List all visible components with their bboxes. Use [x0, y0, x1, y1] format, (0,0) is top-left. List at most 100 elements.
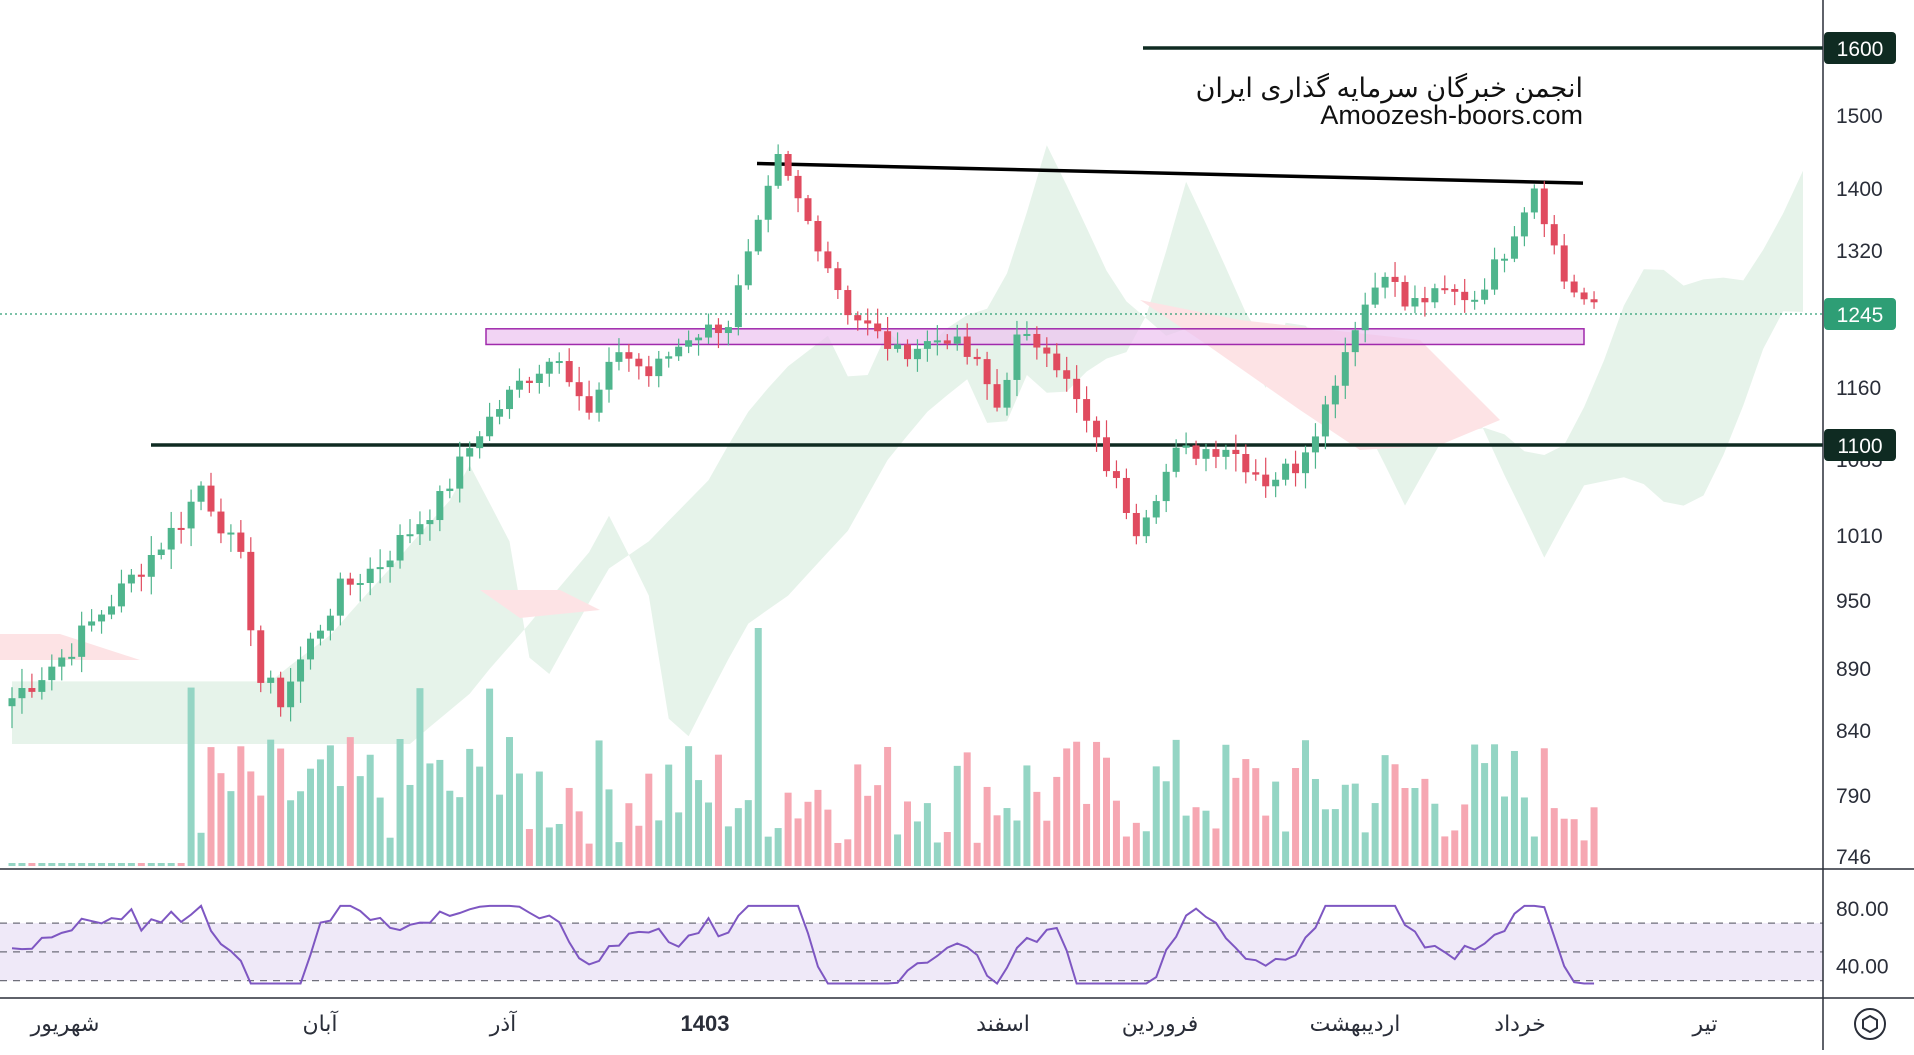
- volume-bar: [585, 843, 593, 866]
- candle: [127, 569, 135, 593]
- candle: [834, 261, 842, 299]
- volume-bar: [1471, 744, 1479, 866]
- volume-bar: [1063, 748, 1071, 866]
- volume-bar: [316, 759, 324, 866]
- candle: [625, 344, 633, 372]
- volume-bar: [1421, 778, 1429, 866]
- candle: [1351, 321, 1359, 367]
- volume-bar: [217, 773, 225, 866]
- price-tick-label: 1400: [1836, 178, 1883, 201]
- candle: [1540, 181, 1548, 238]
- candle: [615, 338, 623, 371]
- candle: [585, 380, 593, 420]
- candle: [1063, 356, 1071, 392]
- volume-bar: [1570, 819, 1578, 866]
- volume-bar: [744, 800, 752, 866]
- volume-bar: [456, 797, 464, 866]
- candle: [1222, 444, 1230, 470]
- rsi-pane: 80.00 40.00: [0, 898, 1889, 985]
- candle: [247, 537, 255, 647]
- volume-bar: [197, 832, 205, 866]
- price-level-tag: [1824, 429, 1896, 461]
- price-level-tag: [1824, 32, 1896, 64]
- volume-bar: [366, 754, 374, 866]
- volume-bar: [1242, 759, 1250, 866]
- volume-bar: [187, 687, 195, 866]
- volume-bar: [814, 789, 822, 866]
- volume-bar: [973, 842, 981, 866]
- candle: [665, 351, 673, 368]
- candle: [1371, 272, 1379, 309]
- volume-bar: [1003, 808, 1011, 866]
- volume-bar: [137, 863, 145, 866]
- volume-bar: [1331, 809, 1339, 866]
- candle: [545, 358, 553, 387]
- candle: [1093, 416, 1101, 452]
- volume-bar: [1252, 768, 1260, 866]
- volume-bar: [1142, 831, 1150, 866]
- candle: [88, 609, 96, 632]
- candle: [535, 364, 543, 394]
- price-tick-label: 840: [1836, 720, 1871, 743]
- volume-bar: [147, 863, 155, 866]
- candle: [943, 334, 951, 350]
- time-tick-label: آذر: [489, 1010, 517, 1036]
- rsi-tick-label: 80.00: [1836, 898, 1889, 921]
- volume-bar: [1580, 840, 1588, 866]
- price-tick-label: 1500: [1836, 105, 1883, 128]
- trendline: [756, 161, 1584, 185]
- candle: [913, 339, 921, 372]
- volume-bar: [18, 863, 26, 866]
- volume-bar: [1451, 830, 1459, 866]
- volume-bar: [714, 754, 722, 866]
- candle: [1272, 472, 1280, 498]
- price-lines: [0, 46, 1823, 447]
- candle: [814, 215, 822, 262]
- candle: [1491, 247, 1499, 295]
- volume-bar: [864, 795, 872, 866]
- candle: [983, 351, 991, 400]
- candle: [1341, 337, 1349, 399]
- price-tick-label: 890: [1836, 658, 1871, 681]
- candle: [824, 241, 832, 274]
- volume-bar: [854, 764, 862, 866]
- time-tick-label: آبان: [302, 1010, 338, 1036]
- candle: [1292, 450, 1300, 487]
- candle: [78, 611, 86, 673]
- time-axis[interactable]: شهریور آبان آذر 1403 اسفند فروردین اردیبهشت خرد…: [30, 1010, 1718, 1036]
- candle: [1481, 278, 1489, 305]
- price-tick-label: 950: [1836, 590, 1871, 613]
- volume-bar: [953, 765, 961, 866]
- candle: [705, 313, 712, 345]
- candle: [456, 441, 464, 503]
- candle: [1530, 184, 1538, 219]
- volume-bar: [1481, 763, 1489, 866]
- candle: [466, 441, 474, 471]
- time-tick-label: اردیبهشت: [1310, 1011, 1401, 1036]
- cloud-area-bearish: [480, 590, 600, 618]
- candle: [307, 632, 314, 670]
- candle: [1232, 434, 1240, 472]
- chart-settings-icon[interactable]: [1854, 1008, 1886, 1040]
- candle: [1411, 285, 1419, 314]
- volume-bar: [1192, 807, 1200, 866]
- candle: [1431, 283, 1439, 309]
- volume-bar: [1401, 787, 1409, 866]
- candle: [734, 274, 742, 336]
- volume-bar: [1520, 797, 1528, 866]
- price-tick-label: 1320: [1836, 240, 1883, 263]
- candle: [1302, 445, 1309, 489]
- candle: [794, 169, 802, 213]
- volume-bar: [1441, 836, 1449, 866]
- candle: [884, 316, 892, 361]
- volume-bar: [58, 863, 66, 866]
- price-axis[interactable]: 1500140013201160108510109508908407907461…: [1824, 32, 1896, 869]
- candle: [565, 348, 573, 387]
- candle: [1501, 253, 1508, 273]
- candle: [1361, 292, 1369, 343]
- volume-bar: [705, 802, 712, 866]
- candle: [1391, 262, 1399, 297]
- candle: [28, 673, 36, 698]
- candle: [973, 348, 981, 366]
